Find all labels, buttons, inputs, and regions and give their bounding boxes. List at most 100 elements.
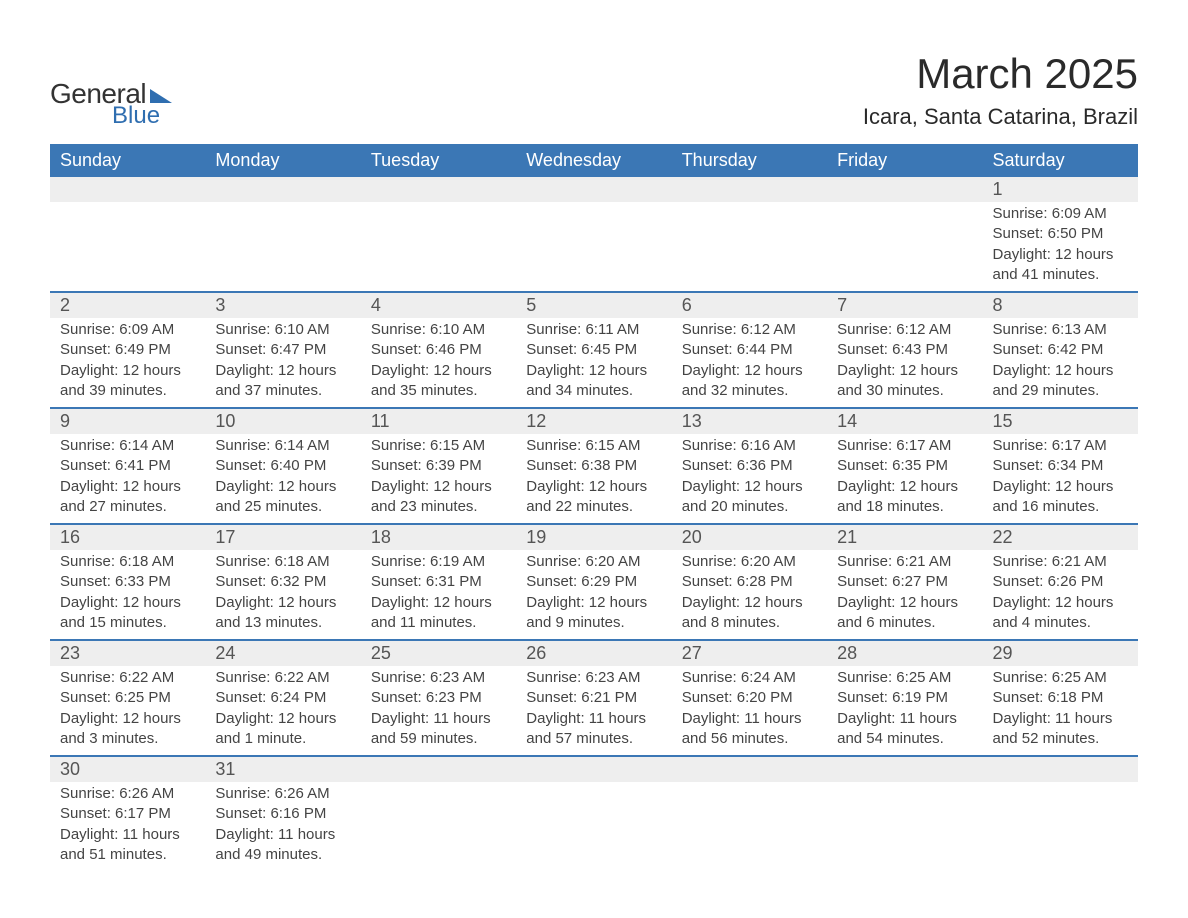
weekday-header: Thursday (672, 144, 827, 177)
day-details: Sunrise: 6:15 AMSunset: 6:39 PMDaylight:… (361, 434, 516, 523)
sunset-line: Sunset: 6:32 PM (215, 572, 350, 592)
day-details (516, 782, 671, 790)
sunrise-line: Sunrise: 6:12 AM (837, 320, 972, 340)
day-details: Sunrise: 6:26 AMSunset: 6:16 PMDaylight:… (205, 782, 360, 871)
day-details: Sunrise: 6:21 AMSunset: 6:26 PMDaylight:… (983, 550, 1138, 639)
day-number: 23 (50, 641, 205, 666)
weekday-header: Tuesday (361, 144, 516, 177)
day-number (516, 757, 671, 782)
day-details: Sunrise: 6:14 AMSunset: 6:40 PMDaylight:… (205, 434, 360, 523)
day-details: Sunrise: 6:20 AMSunset: 6:29 PMDaylight:… (516, 550, 671, 639)
day-details: Sunrise: 6:21 AMSunset: 6:27 PMDaylight:… (827, 550, 982, 639)
sunset-line: Sunset: 6:35 PM (837, 456, 972, 476)
day-details: Sunrise: 6:24 AMSunset: 6:20 PMDaylight:… (672, 666, 827, 755)
day-details: Sunrise: 6:19 AMSunset: 6:31 PMDaylight:… (361, 550, 516, 639)
day-number: 11 (361, 409, 516, 434)
daylight-line: Daylight: 12 hours and 20 minutes. (682, 477, 817, 518)
daylight-line: Daylight: 12 hours and 39 minutes. (60, 361, 195, 402)
day-number: 15 (983, 409, 1138, 434)
day-number: 16 (50, 525, 205, 550)
sunrise-line: Sunrise: 6:20 AM (526, 552, 661, 572)
sunrise-line: Sunrise: 6:26 AM (60, 784, 195, 804)
sunset-line: Sunset: 6:34 PM (993, 456, 1128, 476)
weekday-header: Wednesday (516, 144, 671, 177)
daylight-line: Daylight: 12 hours and 32 minutes. (682, 361, 817, 402)
day-details (827, 202, 982, 210)
sunset-line: Sunset: 6:47 PM (215, 340, 350, 360)
sunrise-line: Sunrise: 6:22 AM (215, 668, 350, 688)
sunset-line: Sunset: 6:50 PM (993, 224, 1128, 244)
day-number: 2 (50, 293, 205, 318)
sunset-line: Sunset: 6:17 PM (60, 804, 195, 824)
sunrise-line: Sunrise: 6:18 AM (60, 552, 195, 572)
daylight-line: Daylight: 12 hours and 30 minutes. (837, 361, 972, 402)
day-number (827, 757, 982, 782)
daylight-line: Daylight: 12 hours and 6 minutes. (837, 593, 972, 634)
daylight-line: Daylight: 12 hours and 37 minutes. (215, 361, 350, 402)
day-details: Sunrise: 6:10 AMSunset: 6:47 PMDaylight:… (205, 318, 360, 407)
day-number: 25 (361, 641, 516, 666)
sunrise-line: Sunrise: 6:17 AM (837, 436, 972, 456)
sunrise-line: Sunrise: 6:21 AM (993, 552, 1128, 572)
sunset-line: Sunset: 6:40 PM (215, 456, 350, 476)
logo: General Blue (50, 50, 172, 130)
day-details: Sunrise: 6:26 AMSunset: 6:17 PMDaylight:… (50, 782, 205, 871)
day-details: Sunrise: 6:14 AMSunset: 6:41 PMDaylight:… (50, 434, 205, 523)
sunset-line: Sunset: 6:16 PM (215, 804, 350, 824)
day-number: 4 (361, 293, 516, 318)
day-number (50, 177, 205, 202)
day-number (361, 177, 516, 202)
sunrise-line: Sunrise: 6:21 AM (837, 552, 972, 572)
day-number: 24 (205, 641, 360, 666)
day-number: 21 (827, 525, 982, 550)
weekday-header: Saturday (983, 144, 1138, 177)
day-number: 19 (516, 525, 671, 550)
sunset-line: Sunset: 6:31 PM (371, 572, 506, 592)
sunrise-line: Sunrise: 6:14 AM (215, 436, 350, 456)
sunset-line: Sunset: 6:42 PM (993, 340, 1128, 360)
day-number: 8 (983, 293, 1138, 318)
sunset-line: Sunset: 6:20 PM (682, 688, 817, 708)
sunrise-line: Sunrise: 6:13 AM (993, 320, 1128, 340)
sunrise-line: Sunrise: 6:10 AM (215, 320, 350, 340)
day-details (50, 202, 205, 210)
sunset-line: Sunset: 6:21 PM (526, 688, 661, 708)
day-number: 20 (672, 525, 827, 550)
daylight-line: Daylight: 12 hours and 1 minute. (215, 709, 350, 750)
sunset-line: Sunset: 6:49 PM (60, 340, 195, 360)
day-number: 1 (983, 177, 1138, 202)
day-details: Sunrise: 6:16 AMSunset: 6:36 PMDaylight:… (672, 434, 827, 523)
calendar-header-row: SundayMondayTuesdayWednesdayThursdayFrid… (50, 144, 1138, 177)
day-details (672, 782, 827, 790)
day-details: Sunrise: 6:15 AMSunset: 6:38 PMDaylight:… (516, 434, 671, 523)
sunrise-line: Sunrise: 6:19 AM (371, 552, 506, 572)
daylight-line: Daylight: 12 hours and 9 minutes. (526, 593, 661, 634)
sunset-line: Sunset: 6:19 PM (837, 688, 972, 708)
sunset-line: Sunset: 6:26 PM (993, 572, 1128, 592)
day-number: 9 (50, 409, 205, 434)
day-number: 13 (672, 409, 827, 434)
logo-word-blue: Blue (112, 102, 160, 130)
day-details (205, 202, 360, 210)
day-number: 30 (50, 757, 205, 782)
daylight-line: Daylight: 12 hours and 29 minutes. (993, 361, 1128, 402)
day-details (516, 202, 671, 210)
sunrise-line: Sunrise: 6:18 AM (215, 552, 350, 572)
title-block: March 2025 Icara, Santa Catarina, Brazil (863, 50, 1138, 130)
sunrise-line: Sunrise: 6:20 AM (682, 552, 817, 572)
day-details: Sunrise: 6:23 AMSunset: 6:21 PMDaylight:… (516, 666, 671, 755)
sunrise-line: Sunrise: 6:25 AM (837, 668, 972, 688)
sunset-line: Sunset: 6:29 PM (526, 572, 661, 592)
day-details: Sunrise: 6:09 AMSunset: 6:49 PMDaylight:… (50, 318, 205, 407)
day-number (516, 177, 671, 202)
sunrise-line: Sunrise: 6:25 AM (993, 668, 1128, 688)
sunset-line: Sunset: 6:33 PM (60, 572, 195, 592)
sunset-line: Sunset: 6:41 PM (60, 456, 195, 476)
sunset-line: Sunset: 6:24 PM (215, 688, 350, 708)
day-number (205, 177, 360, 202)
triangle-icon (150, 89, 172, 103)
day-details (672, 202, 827, 210)
weekday-header: Friday (827, 144, 982, 177)
day-details: Sunrise: 6:18 AMSunset: 6:33 PMDaylight:… (50, 550, 205, 639)
day-number (672, 177, 827, 202)
